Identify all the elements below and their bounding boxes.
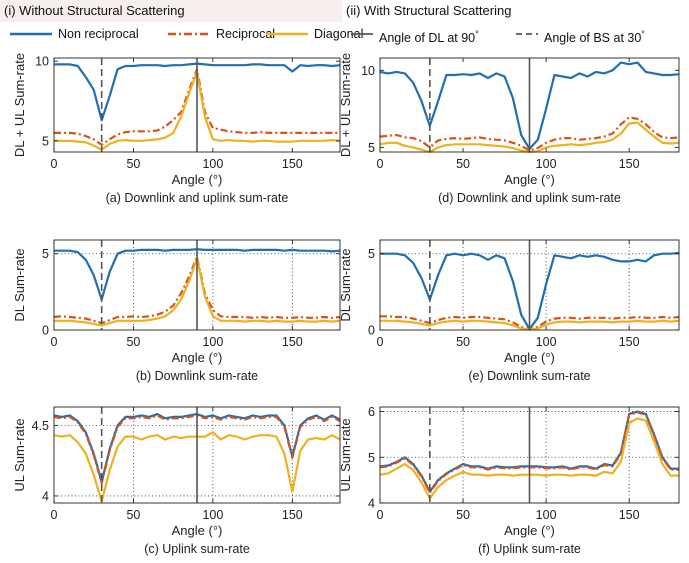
chart-panel-c: 0 50 100 150 4 4.5 Angle (°) UL Sum-rate (c) Upl… bbox=[12, 406, 341, 556]
x-axis-label-a: Angle (°) bbox=[172, 172, 223, 187]
ytick-label-f-1: 5 bbox=[368, 451, 375, 465]
legend-label-bs-angle: Angle of BS at 30 bbox=[544, 31, 642, 46]
xtick-label-b-0: 0 bbox=[51, 335, 58, 349]
xtick-label-b-3: 150 bbox=[282, 335, 303, 349]
legend-swatch-dl-angle bbox=[351, 33, 373, 35]
caption-d: (d) Downlink and uplink sum-rate bbox=[438, 191, 621, 205]
xtick-label-e-3: 150 bbox=[619, 335, 640, 349]
legend: Non reciprocal Reciprocal Diagonal Angle… bbox=[0, 24, 689, 46]
axes-box-d bbox=[379, 57, 680, 153]
xtick-label-d-3: 150 bbox=[619, 157, 640, 171]
legend-label-non-reciprocal: Non reciprocal bbox=[58, 27, 139, 41]
caption-e: (e) Downlink sum-rate bbox=[468, 369, 590, 383]
xtick-label-e-0: 0 bbox=[377, 335, 384, 349]
legend-label-reciprocal: Reciprocal bbox=[216, 27, 276, 41]
ytick-label-a-1: 10 bbox=[35, 55, 49, 69]
y-axis-label-e: DL Sum-rate bbox=[338, 248, 353, 321]
ytick-label-c-0: 4 bbox=[42, 489, 49, 503]
legend-label-dl-angle: Angle of DL at 90 bbox=[379, 31, 476, 46]
chart-panel-a: 0 50 100 150 5 10 Angle (°) DL + UL Sum-rate (a)… bbox=[12, 53, 341, 205]
legend-swatch-non-reciprocal bbox=[10, 32, 52, 36]
y-axis-label-d: DL + UL Sum-rate bbox=[338, 53, 353, 157]
y-axis-label-f: UL Sum-rate bbox=[338, 418, 353, 491]
xtick-label-d-1: 50 bbox=[456, 157, 470, 171]
legend-item-diagonal: Diagonal bbox=[264, 24, 379, 44]
xtick-label-b-1: 50 bbox=[126, 335, 140, 349]
axes-box-e bbox=[379, 239, 680, 331]
ytick-label-c-1: 4.5 bbox=[32, 419, 49, 433]
xtick-label-c-3: 150 bbox=[282, 508, 303, 522]
caption-b: (b) Downlink sum-rate bbox=[136, 369, 258, 383]
xtick-label-c-2: 100 bbox=[202, 508, 223, 522]
xtick-label-b-2: 100 bbox=[202, 335, 223, 349]
ytick-label-b-0: 0 bbox=[42, 324, 49, 338]
legend-item-reciprocal: Reciprocal bbox=[166, 24, 286, 44]
xtick-label-f-1: 50 bbox=[456, 508, 470, 522]
xtick-label-f-2: 100 bbox=[536, 508, 557, 522]
ytick-label-d-0: 5 bbox=[368, 141, 375, 155]
ytick-label-e-0: 0 bbox=[368, 324, 375, 338]
x-axis-label-e: Angle (°) bbox=[504, 350, 555, 365]
legend-degree-dl-angle: ° bbox=[475, 29, 479, 39]
xtick-label-e-2: 100 bbox=[536, 335, 557, 349]
axes-box-f bbox=[379, 406, 680, 504]
caption-a: (a) Downlink and uplink sum-rate bbox=[106, 191, 289, 205]
chart-panel-d: 0 50 100 150 5 10 Angle (°) DL + UL Sum-rate (d)… bbox=[338, 53, 680, 205]
y-axis-label-a: DL + UL Sum-rate bbox=[12, 53, 27, 157]
x-axis-label-d: Angle (°) bbox=[504, 172, 555, 187]
chart-panel-e: 0 50 100 150 0 5 Angle (°) DL Sum-rate (e) Downl… bbox=[338, 239, 680, 383]
xtick-label-a-0: 0 bbox=[51, 157, 58, 171]
ytick-label-f-0: 4 bbox=[368, 497, 375, 511]
xtick-label-d-0: 0 bbox=[377, 157, 384, 171]
xtick-label-e-1: 50 bbox=[456, 335, 470, 349]
axes-box-c bbox=[53, 406, 341, 504]
panel-header-left: (i) Without Structural Scattering bbox=[0, 0, 344, 22]
xtick-label-c-1: 50 bbox=[126, 508, 140, 522]
ytick-label-d-1: 10 bbox=[361, 64, 375, 78]
xtick-label-a-1: 50 bbox=[126, 157, 140, 171]
xtick-label-f-3: 150 bbox=[619, 508, 640, 522]
caption-f: (f) Uplink sum-rate bbox=[478, 542, 581, 556]
x-axis-label-c: Angle (°) bbox=[172, 523, 223, 538]
xtick-label-a-3: 150 bbox=[282, 157, 303, 171]
legend-item-dl-angle: Angle of DL at 90° bbox=[345, 24, 510, 46]
ytick-label-f-2: 6 bbox=[368, 405, 375, 419]
ytick-label-a-0: 5 bbox=[42, 134, 49, 148]
legend-swatch-bs-angle bbox=[516, 33, 538, 35]
ytick-label-e-1: 5 bbox=[368, 247, 375, 261]
legend-item-non-reciprocal: Non reciprocal bbox=[8, 24, 158, 44]
xtick-label-d-2: 100 bbox=[536, 157, 557, 171]
panel-header-right: (ii) With Structural Scattering bbox=[342, 0, 689, 22]
legend-label-diagonal: Diagonal bbox=[314, 27, 364, 41]
y-axis-label-b: DL Sum-rate bbox=[12, 248, 27, 321]
xtick-label-c-0: 0 bbox=[51, 508, 58, 522]
axes-box-a bbox=[53, 57, 341, 153]
ytick-label-b-1: 5 bbox=[42, 247, 49, 261]
axes-box-b bbox=[53, 239, 341, 331]
caption-c: (c) Uplink sum-rate bbox=[144, 542, 250, 556]
legend-item-bs-angle: Angle of BS at 30° bbox=[510, 24, 685, 46]
legend-swatch-diagonal bbox=[266, 32, 308, 36]
x-axis-label-f: Angle (°) bbox=[504, 523, 555, 538]
xtick-label-f-0: 0 bbox=[377, 508, 384, 522]
legend-swatch-reciprocal bbox=[168, 32, 210, 36]
xtick-label-a-2: 100 bbox=[202, 157, 223, 171]
x-axis-label-b: Angle (°) bbox=[172, 350, 223, 365]
legend-degree-bs-angle: ° bbox=[641, 29, 645, 39]
chart-panel-f: 0 50 100 150 4 5 6 Angle (°) UL Sum-rate (f) Upli… bbox=[338, 405, 680, 556]
y-axis-label-c: UL Sum-rate bbox=[12, 418, 27, 491]
chart-panel-b: 0 50 100 150 0 5 Angle (°) DL Sum-rate (b) Downl… bbox=[12, 239, 341, 383]
